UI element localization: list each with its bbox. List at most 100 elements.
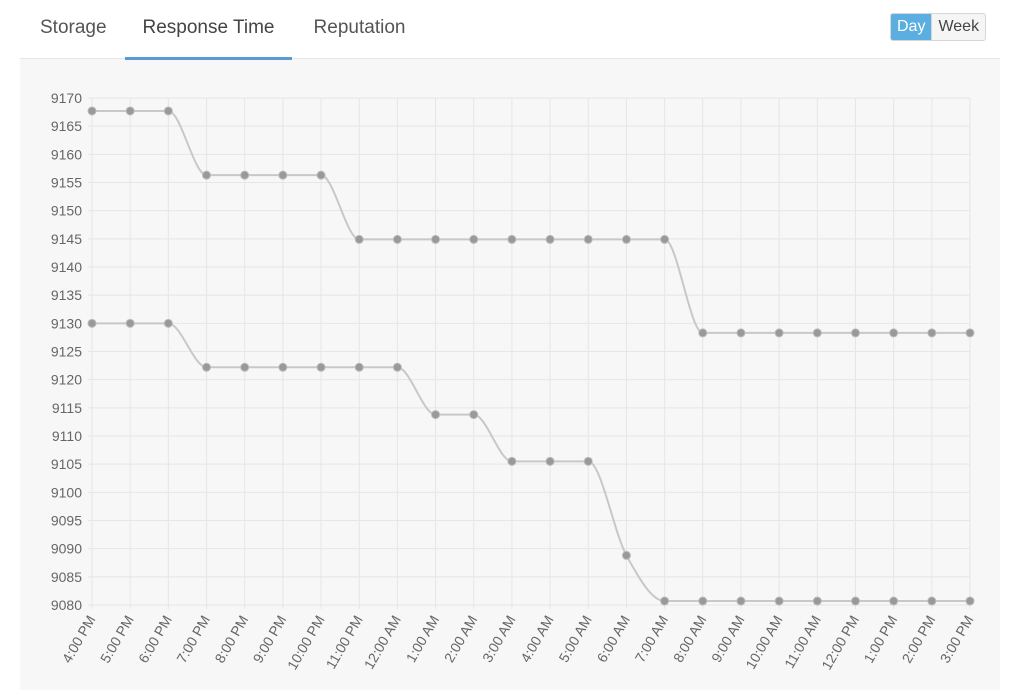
data-point	[392, 362, 402, 372]
week-button[interactable]: Week	[931, 14, 985, 40]
x-tick-label: 7:00 PM	[173, 613, 213, 666]
data-point	[774, 328, 784, 338]
data-point	[736, 328, 746, 338]
tab-reputation[interactable]: Reputation	[313, 17, 406, 38]
data-point	[431, 234, 441, 244]
x-tick-label: 3:00 AM	[479, 613, 519, 665]
y-tick-label: 9140	[51, 259, 82, 275]
data-point	[965, 596, 975, 606]
data-point	[163, 106, 173, 116]
y-tick-label: 9115	[52, 400, 82, 416]
data-point	[660, 234, 670, 244]
data-point	[889, 596, 899, 606]
series-line-1	[92, 109, 970, 334]
data-point	[354, 234, 364, 244]
data-point	[583, 234, 593, 244]
y-tick-label: 9125	[51, 344, 82, 360]
y-tick-label: 9160	[51, 146, 82, 162]
data-point	[927, 328, 937, 338]
data-point	[850, 596, 860, 606]
data-point	[774, 596, 784, 606]
y-tick-label: 9165	[51, 118, 82, 134]
data-point	[202, 362, 212, 372]
data-point	[965, 328, 975, 338]
x-tick-label: 5:00 AM	[555, 613, 595, 665]
data-point	[87, 318, 97, 328]
y-tick-label: 9145	[51, 231, 82, 247]
data-point	[698, 328, 708, 338]
x-tick-label: 8:00 AM	[670, 613, 710, 665]
data-point	[316, 170, 326, 180]
y-tick-label: 9135	[51, 287, 82, 303]
data-point	[392, 234, 402, 244]
y-tick-label: 9085	[51, 569, 82, 585]
range-toggle: Day Week	[890, 13, 987, 41]
data-point	[431, 410, 441, 420]
data-point	[889, 328, 899, 338]
data-point	[583, 456, 593, 466]
x-tick-label: 11:00 AM	[781, 613, 824, 671]
x-tick-label: 8:00 PM	[211, 613, 251, 666]
data-point	[698, 596, 708, 606]
y-tick-label: 9120	[51, 372, 82, 388]
data-point	[927, 596, 937, 606]
y-tick-label: 9110	[52, 428, 82, 444]
data-point	[621, 550, 631, 560]
tab-response-time[interactable]: Response Time	[125, 0, 292, 60]
data-point	[545, 234, 555, 244]
x-tick-label: 4:00 PM	[59, 613, 99, 666]
data-point	[278, 362, 288, 372]
series-line-2	[92, 322, 970, 603]
y-tick-label: 9090	[51, 541, 82, 557]
data-point	[163, 318, 173, 328]
x-tick-label: 10:00 AM	[742, 613, 785, 672]
y-tick-label: 9080	[51, 597, 82, 613]
y-tick-label: 9130	[51, 315, 82, 331]
response-time-chart: 9170 9165 9160 9155 9150 9145 9140 9135 9130 9125…	[51, 90, 977, 673]
x-tick-label: 12:00 AM	[361, 613, 404, 672]
data-point	[278, 170, 288, 180]
x-tick-label: 2:00 AM	[441, 613, 481, 665]
x-tick-label: 5:00 PM	[97, 613, 137, 666]
x-tick-label: 6:00 PM	[135, 613, 175, 666]
data-point	[469, 234, 479, 244]
y-tick-label: 9170	[51, 90, 82, 106]
data-point	[812, 328, 822, 338]
x-tick-label: 6:00 AM	[593, 613, 633, 665]
x-tick-label: 11:00 PM	[323, 613, 366, 672]
data-point	[87, 106, 97, 116]
y-tick-label: 9105	[51, 456, 82, 472]
y-tick-label: 9095	[51, 513, 82, 529]
data-point	[850, 328, 860, 338]
x-tick-label: 2:00 PM	[898, 613, 938, 666]
data-point	[316, 362, 326, 372]
chart-panel: Storage Response Time Reputation Day Wee…	[20, 0, 1000, 690]
day-button[interactable]: Day	[891, 14, 932, 40]
x-tick-label: 7:00 AM	[632, 613, 672, 665]
data-point	[736, 596, 746, 606]
y-tick-label: 9100	[51, 484, 82, 500]
data-point	[812, 596, 822, 606]
tab-storage[interactable]: Storage	[40, 17, 107, 38]
data-point	[507, 234, 517, 244]
data-point	[125, 106, 135, 116]
x-tick-label: 4:00 AM	[517, 613, 557, 665]
x-tick-label: 1:00 AM	[403, 613, 443, 665]
data-point	[240, 170, 250, 180]
data-point	[660, 596, 670, 606]
x-tick-label: 9:00 PM	[250, 613, 290, 666]
y-tick-label: 9155	[51, 175, 82, 191]
data-point	[354, 362, 364, 372]
x-tick-label: 3:00 PM	[937, 613, 977, 666]
data-point	[621, 234, 631, 244]
data-point	[125, 318, 135, 328]
x-tick-label: 12:00 PM	[818, 613, 862, 673]
data-point	[240, 362, 250, 372]
x-tick-label: 9:00 AM	[708, 613, 748, 665]
x-tick-label: 10:00 PM	[284, 613, 328, 673]
data-point	[545, 456, 555, 466]
y-tick-label: 9150	[51, 203, 82, 219]
tab-bar: Storage Response Time Reputation Day Wee…	[20, 0, 1000, 60]
data-point	[469, 410, 479, 420]
data-point	[507, 456, 517, 466]
